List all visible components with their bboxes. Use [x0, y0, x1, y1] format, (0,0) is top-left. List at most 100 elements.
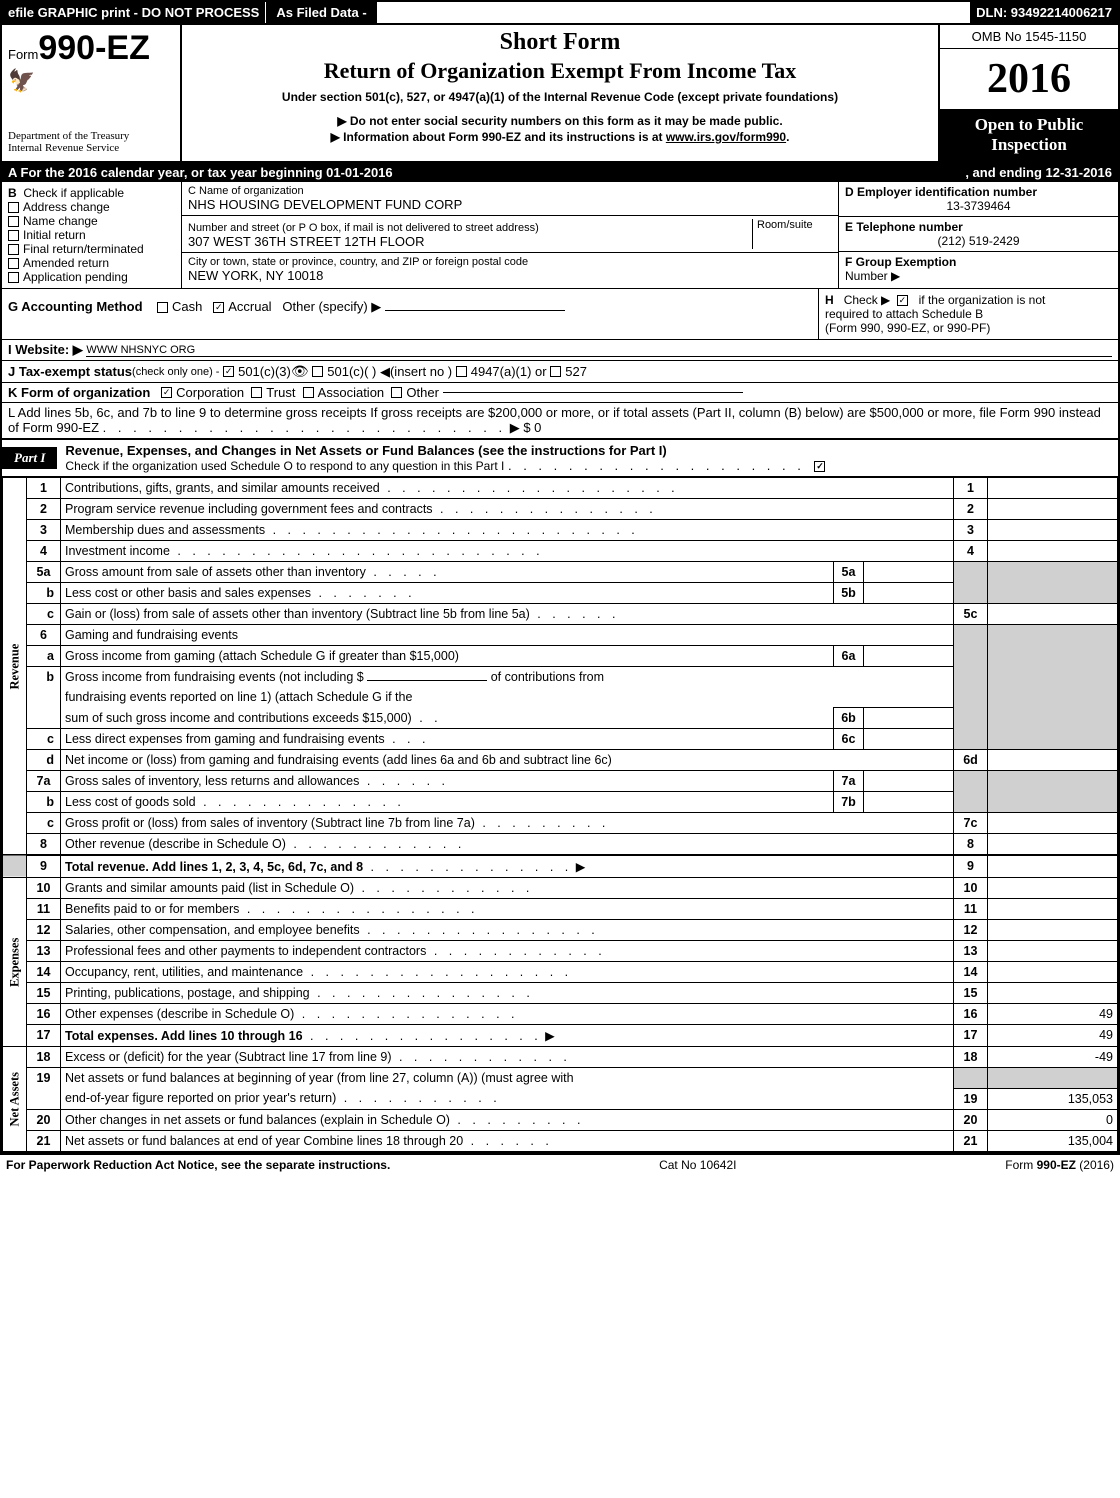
line-5c-box: 5c — [954, 604, 988, 625]
line-9: 9 Total revenue. Add lines 1, 2, 3, 4, 5… — [3, 855, 1118, 878]
cb-other-org[interactable] — [391, 387, 402, 398]
cb-501c[interactable] — [312, 366, 323, 377]
f-group-cell: F Group Exemption Number ▶ — [839, 252, 1118, 286]
cb-initial-return[interactable]: Initial return — [8, 228, 175, 242]
line-21: 21 Net assets or fund balances at end of… — [3, 1130, 1118, 1151]
cb-assoc[interactable] — [303, 387, 314, 398]
c-city-value: NEW YORK, NY 10018 — [188, 268, 832, 283]
page-footer: For Paperwork Reduction Act Notice, see … — [0, 1154, 1120, 1175]
line-7-greyval — [988, 771, 1118, 813]
line-6b-text2: of contributions from — [491, 670, 604, 684]
line-5c-val — [988, 604, 1118, 625]
c-addr-label: Number and street (or P O box, if mail i… — [188, 222, 539, 234]
c-city-cell: City or town, state or province, country… — [182, 253, 838, 286]
cb-application-pending-label: Application pending — [23, 270, 128, 284]
part-i-dots: . . . . . . . . . . . . . . . . . . . . — [508, 458, 805, 473]
line-6c-num: c — [27, 729, 61, 750]
cb-corp[interactable]: ✓ — [161, 387, 172, 398]
line-9-text: Total revenue. Add lines 1, 2, 3, 4, 5c,… — [65, 860, 363, 874]
cb-application-pending[interactable]: Application pending — [8, 270, 175, 284]
col-c-org: C Name of organization NHS HOUSING DEVEL… — [182, 182, 838, 288]
cb-address-change[interactable]: Address change — [8, 200, 175, 214]
line-4-num: 4 — [27, 541, 61, 562]
footer-left: For Paperwork Reduction Act Notice, see … — [6, 1158, 390, 1172]
cb-corp-label: Corporation — [176, 385, 244, 400]
open-line1: Open to Public — [942, 115, 1116, 135]
line-13-val — [988, 941, 1118, 962]
cb-name-change[interactable]: Name change — [8, 214, 175, 228]
cb-527-label: 527 — [565, 364, 587, 379]
cb-scheduleb[interactable]: ✓ — [897, 295, 908, 306]
line-6c: c Less direct expenses from gaming and f… — [3, 729, 1118, 750]
line-16-desc: Other expenses (describe in Schedule O) … — [61, 1004, 954, 1025]
cb-amended-return[interactable]: Amended return — [8, 256, 175, 270]
line-19-1: 19 Net assets or fund balances at beginn… — [3, 1068, 1118, 1089]
cb-cash[interactable] — [157, 302, 168, 313]
cb-address-change-label: Address change — [23, 200, 110, 214]
cb-accrual-label: Accrual — [228, 299, 271, 314]
d-ein-cell: D Employer identification number 13-3739… — [839, 182, 1118, 217]
cb-final-return[interactable]: Final return/terminated — [8, 242, 175, 256]
line-2-text: Program service revenue including govern… — [65, 502, 433, 516]
g-accounting: G Accounting Method Cash ✓Accrual Other … — [2, 289, 818, 339]
line-5a-ibox: 5a — [834, 562, 864, 583]
line-14-val — [988, 962, 1118, 983]
line-1-desc: Contributions, gifts, grants, and simila… — [61, 478, 954, 499]
cb-4947[interactable] — [456, 366, 467, 377]
irs-link[interactable]: www.irs.gov/form990 — [666, 130, 786, 144]
line-5c-num: c — [27, 604, 61, 625]
form-990ez-page: efile GRAPHIC print - DO NOT PROCESS As … — [0, 0, 1120, 1154]
col-def: D Employer identification number 13-3739… — [838, 182, 1118, 288]
g-other-input[interactable] — [385, 310, 565, 311]
line-10-box: 10 — [954, 878, 988, 899]
cb-accrual[interactable]: ✓ — [213, 302, 224, 313]
cb-501c3[interactable]: ✓ — [223, 366, 234, 377]
c-addr-street: Number and street (or P O box, if mail i… — [188, 219, 752, 249]
expenses-side-label: Expenses — [3, 878, 27, 1047]
line-15-desc: Printing, publications, postage, and shi… — [61, 983, 954, 1004]
line-7c-text: Gross profit or (loss) from sales of inv… — [65, 816, 475, 830]
e-label: E Telephone number — [845, 220, 1112, 234]
line-4-val — [988, 541, 1118, 562]
line-7b-num: b — [27, 792, 61, 813]
line-18-text: Excess or (deficit) for the year (Subtra… — [65, 1050, 392, 1064]
line-5b-desc: Less cost or other basis and sales expen… — [61, 583, 834, 604]
cb-527[interactable] — [550, 366, 561, 377]
g-other-label: Other (specify) ▶ — [282, 299, 381, 314]
line-10-val — [988, 878, 1118, 899]
form-prefix: Form — [8, 47, 38, 62]
line-6c-desc: Less direct expenses from gaming and fun… — [61, 729, 834, 750]
h-letter: H — [825, 293, 834, 307]
line-6b-blank[interactable] — [367, 680, 487, 681]
line-5b-text: Less cost or other basis and sales expen… — [65, 586, 311, 600]
line-12: 12 Salaries, other compensation, and emp… — [3, 920, 1118, 941]
cb-schedule-o[interactable]: ✓ — [814, 461, 825, 472]
line-9-box: 9 — [954, 855, 988, 878]
cb-trust-label: Trust — [266, 385, 295, 400]
line-6d-num: d — [27, 750, 61, 771]
k-other-input[interactable] — [443, 392, 743, 393]
line-6b-text1: Gross income from fundraising events (no… — [65, 670, 364, 684]
note-ssn: ▶ Do not enter social security numbers o… — [190, 114, 930, 128]
cb-assoc-label: Association — [318, 385, 384, 400]
h-check-text: Check ▶ — [844, 293, 891, 307]
cb-trust[interactable] — [251, 387, 262, 398]
line-21-val: 135,004 — [988, 1130, 1118, 1151]
form-number-line: Form990-EZ — [8, 29, 174, 68]
l-gross-receipts-row: L Add lines 5b, 6c, and 7b to line 9 to … — [2, 403, 1118, 438]
dept-irs: Internal Revenue Service — [8, 142, 174, 154]
line-7a: 7a Gross sales of inventory, less return… — [3, 771, 1118, 792]
rev-spacer — [3, 855, 27, 878]
line-8-num: 8 — [27, 834, 61, 856]
h-text2: if the organization is not — [919, 293, 1046, 307]
line-13-box: 13 — [954, 941, 988, 962]
g-label: G Accounting Method — [8, 299, 143, 314]
line-15-box: 15 — [954, 983, 988, 1004]
line-13: 13 Professional fees and other payments … — [3, 941, 1118, 962]
line-21-num: 21 — [27, 1130, 61, 1151]
line-11-box: 11 — [954, 899, 988, 920]
note-info-suffix: . — [786, 130, 789, 144]
line-1-text: Contributions, gifts, grants, and simila… — [65, 481, 380, 495]
line-20: 20 Other changes in net assets or fund b… — [3, 1109, 1118, 1130]
c-city-label: City or town, state or province, country… — [188, 256, 832, 268]
